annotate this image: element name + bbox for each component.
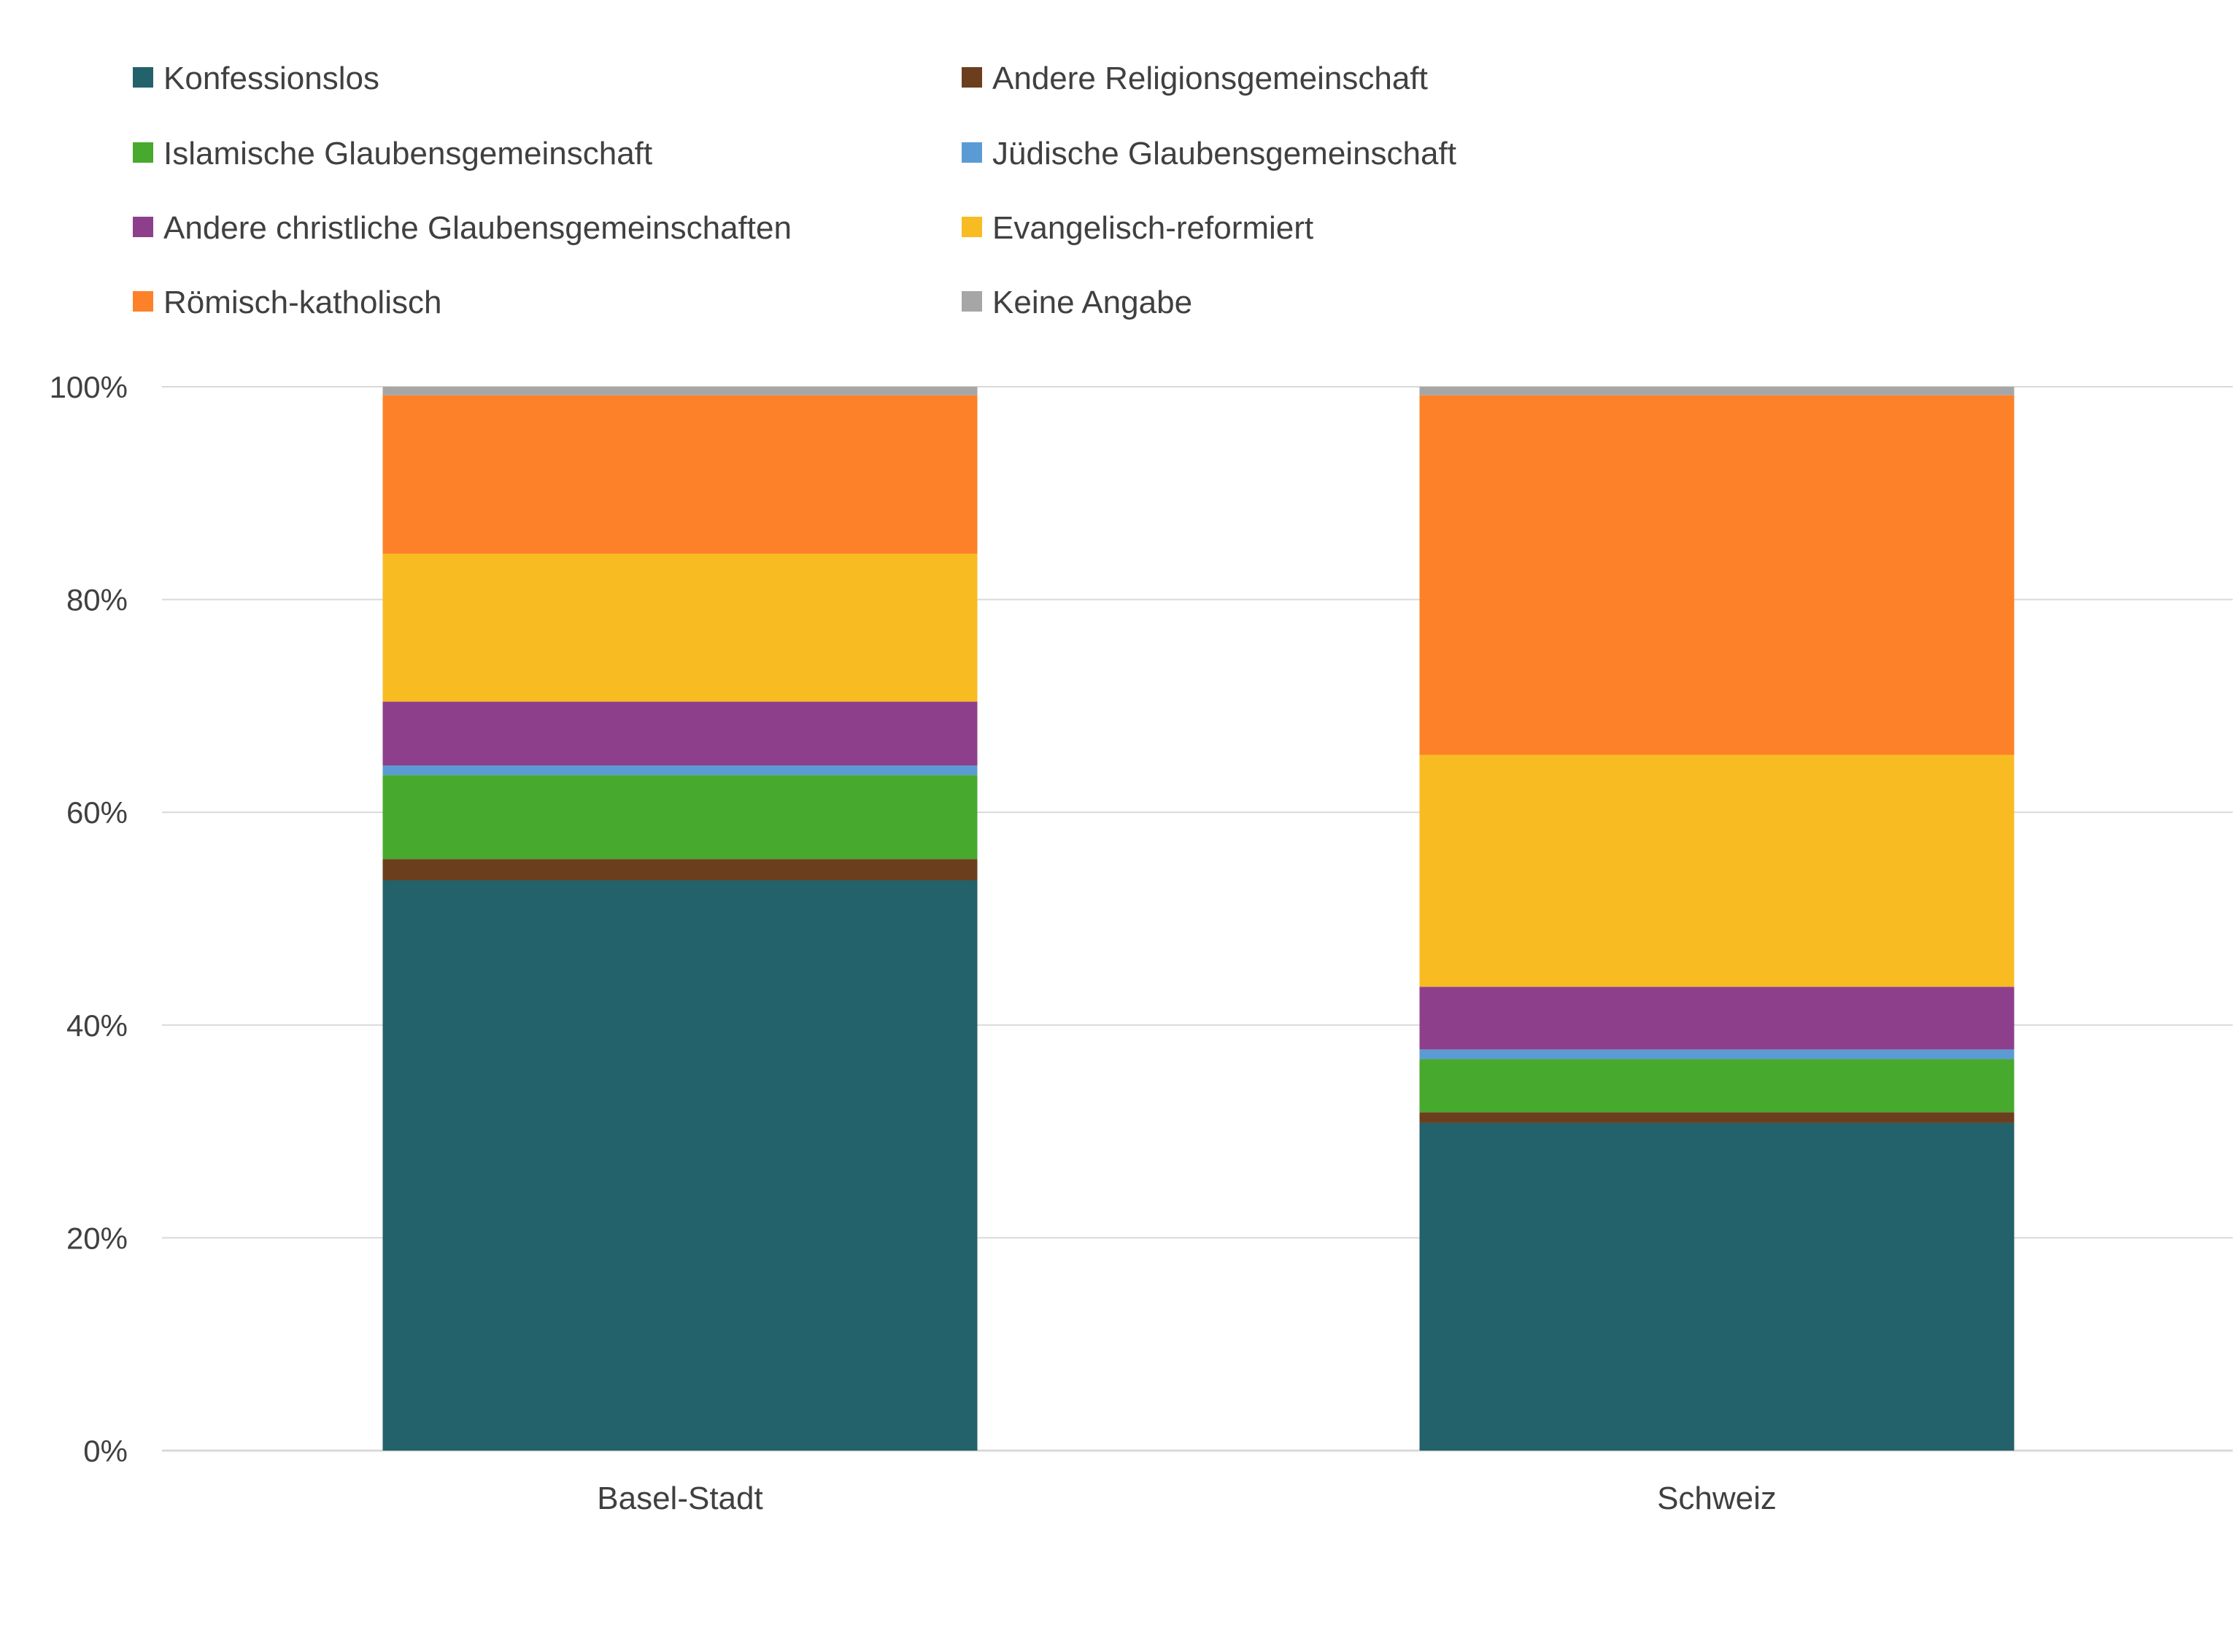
legend-swatch	[962, 67, 982, 88]
x-category-label: Schweiz	[1657, 1481, 1777, 1516]
bar-segment-konfessionslos	[1419, 1122, 2015, 1451]
legend-label: Konfessionslos	[163, 61, 379, 96]
legend-item-keine-angabe: Keine Angabe	[962, 285, 1192, 320]
bar-segment-andere-christliche-glaubensgemeinschaften	[1419, 987, 2015, 1050]
legend-label: Römisch-katholisch	[163, 285, 441, 320]
legend-swatch	[133, 142, 153, 163]
bar-segment-evangelisch-reformiert	[382, 553, 978, 702]
bar-segment-andere-religionsgemeinschaft	[382, 859, 978, 881]
y-tick-label: 80%	[66, 583, 128, 617]
bar-segment-evangelisch-reformiert	[1419, 754, 2015, 987]
bar-segment-keine-angabe	[382, 387, 978, 395]
legend-item-judische-glaubensgemeinschaft: Jüdische Glaubensgemeinschaft	[962, 136, 1456, 171]
legend-label: Andere Religionsgemeinschaft	[992, 61, 1428, 96]
bar-segment-andere-christliche-glaubensgemeinschaften	[382, 701, 978, 766]
legend-item-andere-religionsgemeinschaft: Andere Religionsgemeinschaft	[962, 61, 1428, 96]
x-axis-category-labels: Basel-Stadt Schweiz	[597, 1481, 1777, 1516]
bar-group-schweiz	[1419, 387, 2015, 1451]
bars	[382, 387, 2015, 1451]
bar-segment-judische-glaubensgemeinschaft	[1419, 1049, 2015, 1059]
bar-group-basel-stadt	[382, 387, 978, 1451]
legend-label: Andere christliche Glaubensgemeinschafte…	[163, 210, 792, 246]
legend-swatch	[133, 217, 153, 237]
legend-swatch	[962, 217, 982, 237]
y-tick-label: 40%	[66, 1008, 128, 1043]
legend-label: Keine Angabe	[992, 285, 1192, 320]
legend-item-andere-christliche-glaubensgemeinschaften: Andere christliche Glaubensgemeinschafte…	[133, 210, 792, 246]
legend-item-evangelisch-reformiert: Evangelisch-reformiert	[962, 210, 1313, 246]
legend-swatch	[133, 67, 153, 88]
bar-segment-judische-glaubensgemeinschaft	[382, 765, 978, 776]
legend-label: Jüdische Glaubensgemeinschaft	[992, 136, 1456, 171]
legend-item-romisch-katholisch: Römisch-katholisch	[133, 285, 441, 320]
bar-segment-islamische-glaubensgemeinschaft	[382, 775, 978, 860]
bar-segment-konfessionslos	[382, 880, 978, 1451]
bar-segment-romisch-katholisch	[1419, 395, 2015, 755]
y-tick-label: 20%	[66, 1221, 128, 1255]
bar-segment-romisch-katholisch	[382, 395, 978, 554]
legend: Konfessionslos Andere Religionsgemeinscha…	[133, 61, 1456, 320]
legend-swatch	[133, 291, 153, 312]
bar-segment-andere-religionsgemeinschaft	[1419, 1112, 2015, 1123]
legend-item-konfessionslos: Konfessionslos	[133, 61, 379, 96]
bar-segment-keine-angabe	[1419, 387, 2015, 395]
bar-segment-islamische-glaubensgemeinschaft	[1419, 1059, 2015, 1113]
y-tick-label: 100%	[50, 370, 128, 404]
y-tick-label: 0%	[83, 1434, 128, 1468]
y-tick-label: 60%	[66, 795, 128, 830]
legend-item-islamische-glaubensgemeinschaft: Islamische Glaubensgemeinschaft	[133, 136, 652, 171]
y-axis-tick-labels: 0% 20% 40% 60% 80% 100%	[50, 370, 128, 1468]
legend-swatch	[962, 142, 982, 163]
x-category-label: Basel-Stadt	[597, 1481, 762, 1516]
legend-label: Islamische Glaubensgemeinschaft	[163, 136, 652, 171]
legend-swatch	[962, 291, 982, 312]
legend-label: Evangelisch-reformiert	[992, 210, 1313, 246]
